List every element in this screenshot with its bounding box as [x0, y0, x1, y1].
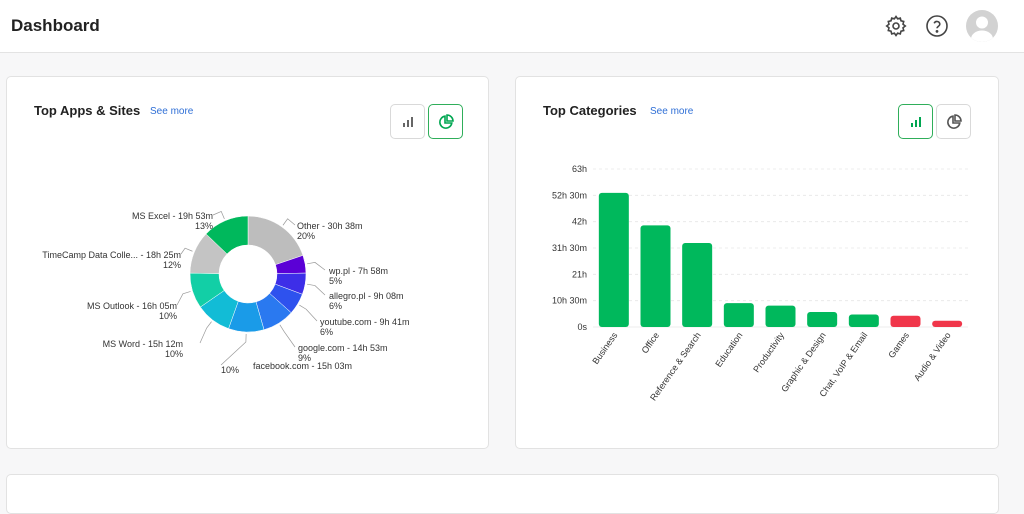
bar-y-tick-label: 52h 30m: [552, 190, 587, 200]
bar-x-tick-label: Games: [886, 330, 911, 360]
donut-slice[interactable]: [205, 215, 249, 255]
donut-label-percent: 20%: [297, 231, 315, 241]
bar[interactable]: [765, 305, 796, 327]
donut-label-percent: 12%: [163, 260, 181, 270]
bar-chart-icon: [910, 116, 921, 127]
bar[interactable]: [598, 192, 629, 327]
bar-x-tick-label: Office: [640, 330, 662, 355]
bar[interactable]: [640, 225, 671, 327]
bottom-card: [6, 474, 999, 514]
bar[interactable]: [723, 303, 754, 327]
bar[interactable]: [682, 242, 713, 327]
donut-label-percent: 10%: [221, 365, 239, 375]
donut-label-name: TimeCamp Data Colle... - 18h 25m: [42, 250, 181, 260]
top-bar: Dashboard: [0, 0, 1024, 53]
top-icons: [868, 10, 998, 42]
bar-y-tick-label: 42h: [572, 217, 587, 227]
top-apps-bar-toggle[interactable]: [390, 104, 425, 139]
donut-leader-line: [307, 283, 326, 296]
top-apps-pie-toggle[interactable]: [428, 104, 463, 139]
bar-x-tick-label: Graphic & Design: [779, 330, 828, 394]
top-categories-card: Top Categories See more 0s 10h 30m 21h 31h …: [515, 76, 999, 449]
bar-chart-icon: [402, 116, 413, 127]
donut-label-name: MS Word - 15h 12m: [103, 339, 183, 349]
donut-label-name: google.com - 14h 53m: [298, 343, 388, 353]
bar[interactable]: [932, 320, 963, 327]
bar-x-tick-label: Business: [590, 330, 619, 366]
top-categories-title: Top Categories: [543, 103, 637, 118]
donut-leader-line: [279, 324, 296, 348]
bar-y-tick-label: 0s: [577, 322, 587, 332]
bar-x-tick-label: Education: [713, 330, 744, 369]
donut-leader-line: [176, 291, 191, 306]
bar-y-tick-label: 63h: [572, 164, 587, 174]
top-categories-pie-toggle[interactable]: [936, 104, 971, 139]
donut-label-name: MS Excel - 19h 53m: [132, 211, 213, 221]
top-apps-see-more-link[interactable]: See more: [150, 106, 194, 117]
donut-leader-line: [220, 333, 247, 366]
gear-icon[interactable]: [883, 13, 909, 39]
bar-y-tick-label: 21h: [572, 269, 587, 279]
top-apps-title: Top Apps & Sites: [34, 103, 141, 118]
donut-leader-line: [180, 247, 193, 255]
avatar[interactable]: [966, 10, 998, 42]
bar[interactable]: [890, 315, 921, 327]
bar[interactable]: [807, 311, 838, 327]
donut-label-name: allegro.pl - 9h 08m: [329, 291, 404, 301]
donut-label-percent: 10%: [165, 349, 183, 359]
donut-leader-line: [199, 321, 212, 344]
donut-leader-line: [212, 211, 225, 219]
help-icon[interactable]: [924, 13, 950, 39]
bar-x-tick-label: Audio & Video: [912, 330, 953, 382]
donut-label-percent: 13%: [195, 221, 213, 231]
donut-label-name: MS Outlook - 16h 05m: [87, 301, 177, 311]
bar[interactable]: [848, 314, 879, 327]
pie-chart-icon: [438, 113, 454, 129]
donut-label-name: youtube.com - 9h 41m: [320, 317, 410, 327]
donut-leader-line: [282, 218, 296, 226]
bar-x-tick-label: Productivity: [751, 330, 786, 374]
donut-label-percent: 6%: [320, 327, 333, 337]
top-categories-see-more-link[interactable]: See more: [650, 106, 694, 117]
donut-label-percent: 10%: [159, 311, 177, 321]
donut-label-percent: 6%: [329, 301, 342, 311]
pie-chart-icon: [946, 113, 962, 129]
donut-label-name: wp.pl - 7h 58m: [328, 266, 388, 276]
bar-x-tick-label: Chat, VoIP & Email: [817, 330, 869, 398]
donut-label-name: Other - 30h 38m: [297, 221, 363, 231]
page-title: Dashboard: [11, 16, 100, 35]
donut-label-percent: 5%: [329, 276, 342, 286]
donut-label-name: facebook.com - 15h 03m: [253, 361, 352, 371]
donut-leader-line: [299, 304, 318, 322]
bar-y-tick-label: 31h 30m: [552, 243, 587, 253]
top-apps-card: Top Apps & Sites See more Other - 30h 38…: [6, 76, 489, 449]
categories-bar-chart: 0s 10h 30m 21h 31h 30m 42h 52h 30m 63h Business…: [552, 164, 968, 403]
donut-leader-line: [307, 262, 326, 271]
donut-label-percent: 9%: [298, 353, 311, 363]
donut-slice[interactable]: [247, 215, 304, 266]
top-categories-bar-toggle[interactable]: [898, 104, 933, 139]
bar-y-tick-label: 10h 30m: [552, 296, 587, 306]
